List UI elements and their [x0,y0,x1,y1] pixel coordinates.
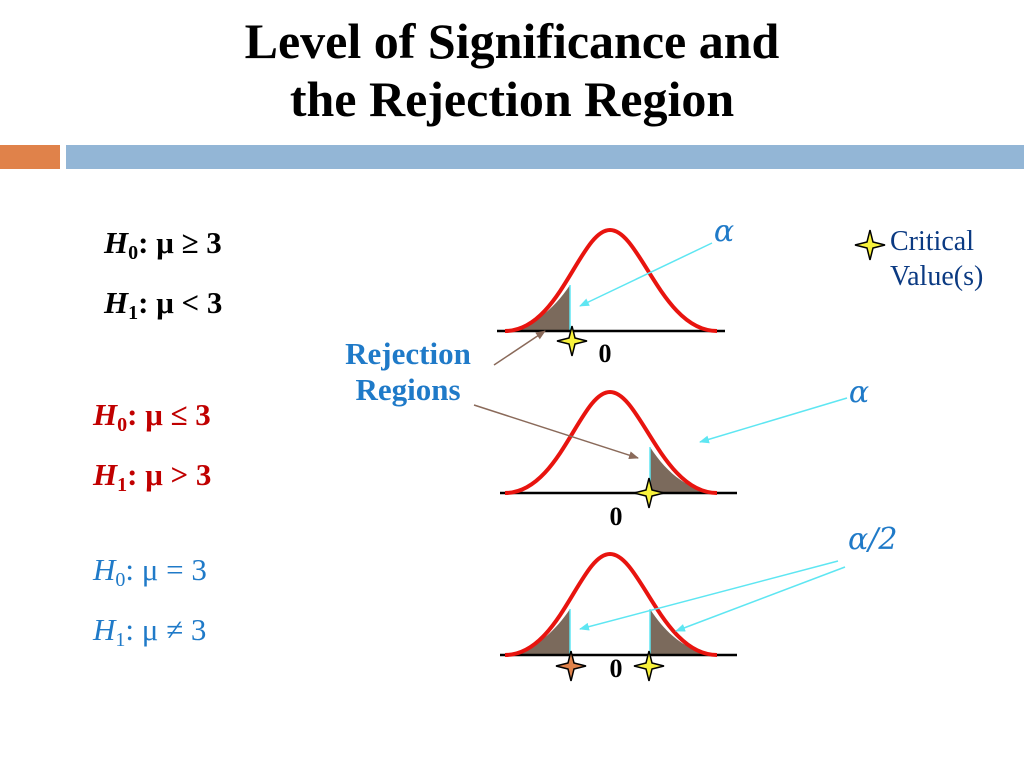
alt-hypothesis-two-tail: H1: μ ≠ 3 [93,612,207,651]
arrow-alpha-half-left [579,560,839,631]
arrow-rejection-2 [473,404,639,460]
null-hypothesis-upper: H0: μ ≤ 3 [93,397,211,436]
curve-upper-tail [500,389,737,495]
alpha-label-1: α [714,214,734,249]
zero-label-2: 0 [610,502,623,531]
slide-title: Level of Significance and the Rejection … [0,12,1024,128]
rejection-regions-label: Rejection Regions [318,336,498,408]
hypotheses-two-tail: H0: μ = 3 H1: μ ≠ 3 [93,545,207,665]
accent-band-orange [0,145,60,169]
curve-lower-tail [497,227,725,333]
alpha-half-label: α/2 [848,522,897,557]
zero-label-1: 0 [599,339,612,368]
null-hypothesis-two-tail: H0: μ = 3 [93,552,207,591]
title-line-1: Level of Significance and [244,13,780,69]
alt-hypothesis-lower: H1: μ < 3 [104,285,223,324]
legend-line-1: Critical [890,226,974,257]
critical-value-star-3a [555,650,587,682]
critical-value-star-3b [633,650,665,682]
normal-curve-2 [504,389,718,495]
rejection-label-line-1: Rejection [345,336,471,371]
curve-two-tail [500,551,737,657]
accent-band-blue [66,145,1024,169]
alpha-label-2: α [849,375,869,410]
arrow-rejection-1 [493,330,546,366]
legend-line-2: Value(s) [890,261,984,292]
normal-curve-1 [504,227,718,333]
rejection-label-line-2: Regions [355,372,461,407]
title-line-2: the Rejection Region [289,71,735,127]
arrow-alpha-half-right [675,566,846,632]
hypotheses-upper-tail: H0: μ ≤ 3 H1: μ > 3 [93,390,211,510]
arrow-alpha-1 [579,242,713,307]
shade-left-tail-3 [505,609,570,655]
null-hypothesis-lower: H0: μ ≥ 3 [104,225,222,264]
critical-value-legend: Critical Value(s) [890,224,983,294]
arrow-alpha-2 [699,397,848,444]
zero-label-3: 0 [610,654,623,683]
shade-right-tail-3 [650,609,718,655]
alt-hypothesis-upper: H1: μ > 3 [93,457,212,496]
shade-right-tail-2 [650,447,718,493]
four-point-star-icon [854,229,886,261]
normal-curve-3 [504,551,718,657]
shade-left-tail-1 [505,285,570,331]
critical-value-star-1 [556,325,588,357]
critical-value-star-2 [633,477,665,509]
hypotheses-lower-tail: H0: μ ≥ 3 H1: μ < 3 [104,218,222,338]
